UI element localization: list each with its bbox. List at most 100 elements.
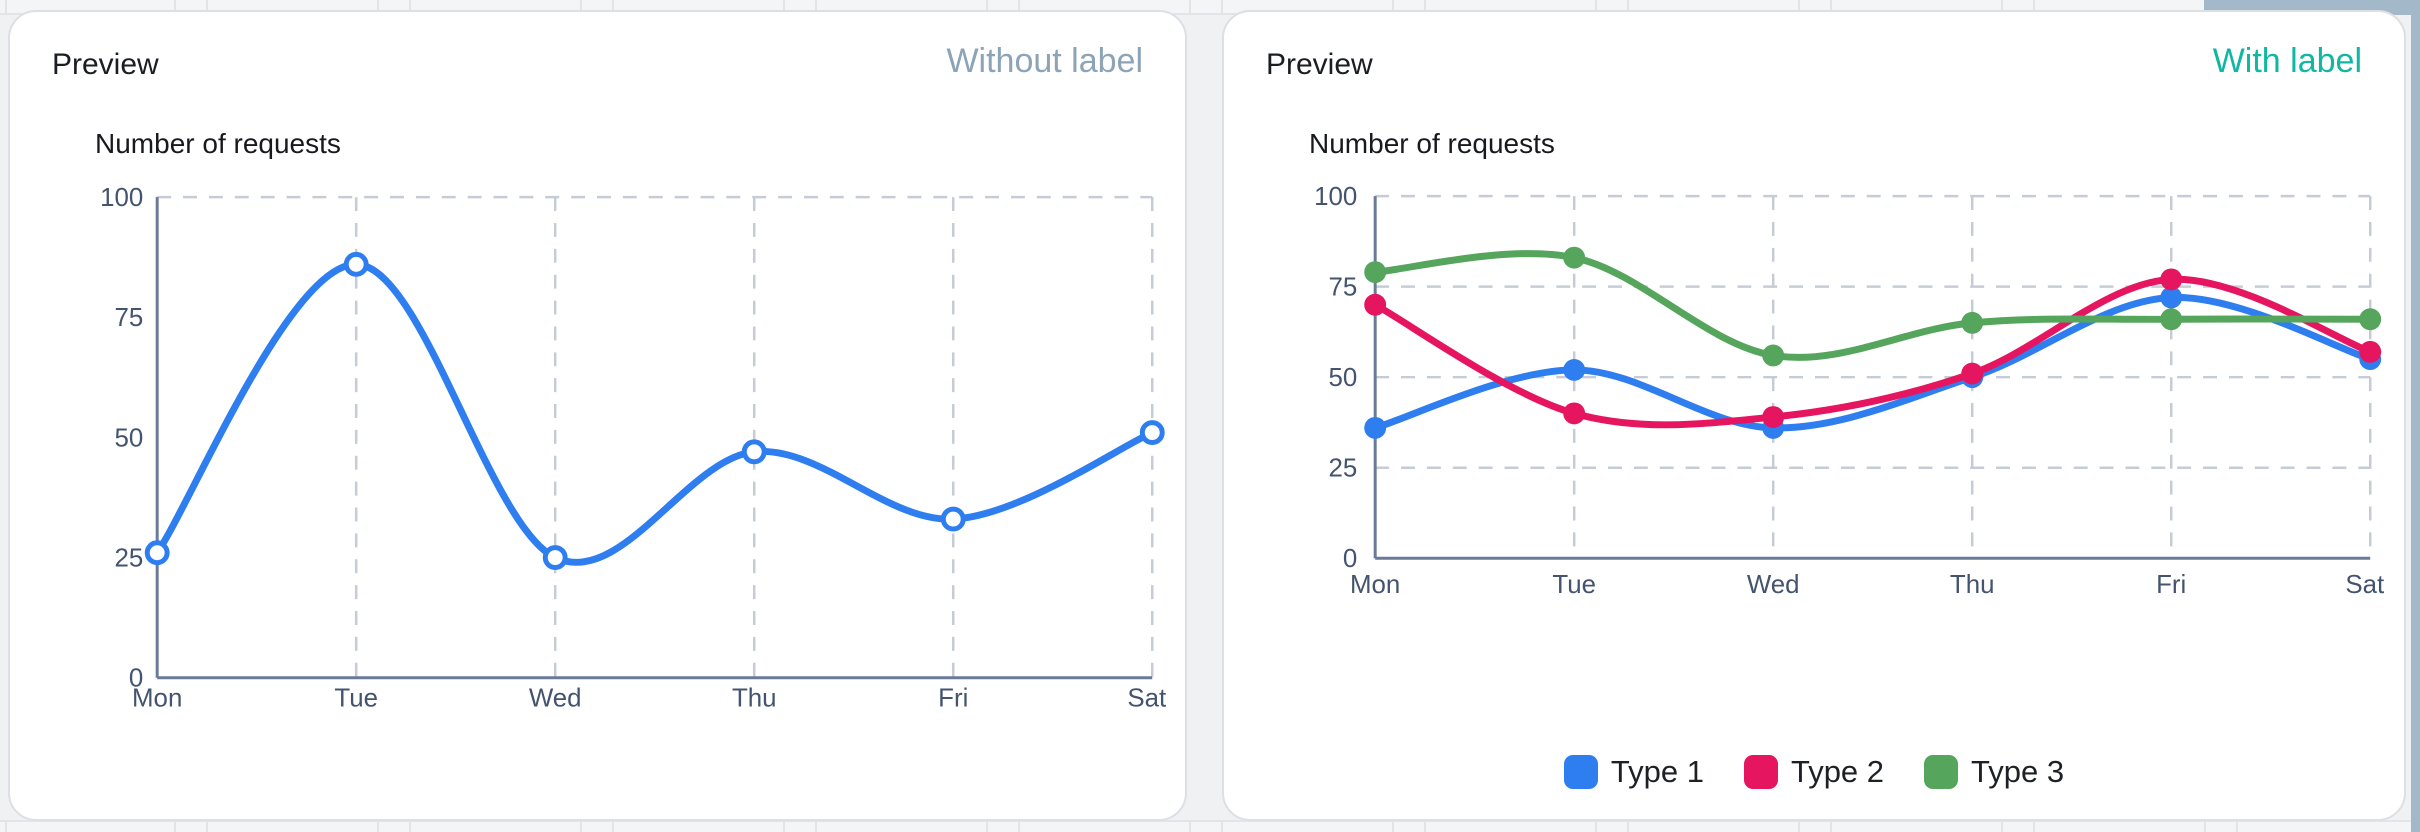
- background-grid-line: [1424, 822, 1426, 832]
- legend-item-type-3[interactable]: Type 3: [1924, 754, 2064, 790]
- background-grid-line: [206, 822, 208, 832]
- data-point[interactable]: [1762, 406, 1785, 428]
- background-grid-line: [377, 0, 379, 13]
- background-grid-bottom: [0, 820, 2420, 832]
- background-grid-line: [1189, 0, 1191, 13]
- background-grid-line: [1392, 0, 1394, 13]
- y-tick-label: 25: [1328, 455, 1357, 483]
- data-point[interactable]: [542, 545, 568, 570]
- preview-card-with-label: Preview With label Number of requests 0 2…: [1222, 10, 2406, 821]
- x-tick-label: Mon: [132, 685, 182, 713]
- chart-legend: Type 1 Type 2 Type 3: [1224, 754, 2404, 790]
- background-grid-line: [815, 822, 817, 832]
- data-point[interactable]: [1762, 344, 1785, 367]
- background-grid-line: [2001, 822, 2003, 832]
- background-grid-line: [174, 0, 176, 13]
- variant-tag-with-label: With label: [2212, 42, 2362, 80]
- data-point[interactable]: [2160, 268, 2183, 291]
- background-grid-line: [815, 0, 817, 13]
- background-grid-line: [1221, 0, 1223, 13]
- background-grid-line: [612, 0, 614, 13]
- data-point[interactable]: [1961, 311, 1984, 334]
- data-point[interactable]: [741, 439, 767, 465]
- legend-label: Type 1: [1610, 754, 1704, 789]
- background-grid-line: [783, 0, 785, 13]
- background-grid-line: [1830, 822, 1832, 832]
- background-grid-line: [1018, 0, 1020, 13]
- data-point[interactable]: [2160, 286, 2183, 309]
- background-grid-line: [783, 822, 785, 832]
- background-grid-line: [2001, 0, 2003, 13]
- data-point[interactable]: [2160, 308, 2183, 331]
- chart-title: Number of requests: [95, 128, 341, 159]
- data-point[interactable]: [1364, 261, 1387, 284]
- series-line-type-2: [1371, 275, 2374, 429]
- series-line-type-3: [1371, 250, 2374, 361]
- background-grid-line: [206, 0, 208, 13]
- data-point[interactable]: [1364, 293, 1387, 316]
- x-tick-label: Sat: [2345, 571, 2384, 599]
- background-grid-line: [409, 0, 411, 13]
- line-chart-with-label[interactable]: 0 25 50 75 100 Mon Tue Wed Thu Fri Sat: [1224, 12, 2404, 819]
- background-grid-line: [1595, 822, 1597, 832]
- background-grid-line: [1595, 0, 1597, 13]
- background-grid-line: [580, 822, 582, 832]
- x-tick-label: Mon: [1350, 571, 1400, 599]
- legend-label: Type 2: [1790, 754, 1885, 789]
- background-grid-line: [174, 822, 176, 832]
- y-tick-label: 100: [1314, 183, 1357, 211]
- legend-item-type-2[interactable]: Type 2: [1743, 754, 1885, 790]
- background-grid-line: [986, 0, 988, 13]
- background-grid-line: [1018, 822, 1020, 832]
- data-point[interactable]: [940, 506, 966, 532]
- background-grid-line: [1798, 822, 1800, 832]
- background-grid-line: [2033, 0, 2035, 13]
- preview-card-title: Preview: [1266, 48, 1373, 81]
- background-grid-line: [2033, 822, 2035, 832]
- legend-color-chip: [1924, 755, 1959, 789]
- x-tick-label: Thu: [732, 685, 777, 713]
- background-grid-line: [1221, 822, 1223, 832]
- background-grid-line: [612, 822, 614, 832]
- y-tick-label: 50: [114, 424, 143, 452]
- series-line-requests: [153, 260, 1156, 566]
- preview-card-title: Preview: [52, 48, 159, 81]
- data-point[interactable]: [1139, 420, 1165, 446]
- legend-item-type-1[interactable]: Type 1: [1563, 754, 1704, 790]
- background-grid-line: [1627, 0, 1629, 13]
- x-tick-label: Fri: [2156, 571, 2186, 599]
- y-tick-label: 0: [1343, 545, 1357, 573]
- legend-color-chip: [1743, 755, 1778, 789]
- data-point[interactable]: [144, 540, 170, 566]
- data-point[interactable]: [2359, 308, 2382, 331]
- background-grid-line: [409, 822, 411, 832]
- data-point[interactable]: [1563, 359, 1586, 381]
- y-tick-label: 75: [114, 304, 143, 332]
- legend-color-chip: [1563, 755, 1598, 789]
- data-point[interactable]: [1563, 402, 1586, 425]
- preview-card-without-label: Preview Without label Number of requests…: [8, 10, 1187, 821]
- series-line-type-1: [1371, 294, 2374, 432]
- background-grid-line: [1830, 0, 1832, 13]
- data-point[interactable]: [1364, 416, 1387, 439]
- x-tick-label: Sat: [1127, 685, 1166, 713]
- background-grid-line: [1189, 822, 1191, 832]
- x-tick-label: Wed: [529, 685, 582, 713]
- background-grid-line: [2236, 822, 2238, 832]
- data-point[interactable]: [1563, 246, 1586, 269]
- data-point[interactable]: [2359, 340, 2382, 363]
- background-grid-line: [5, 0, 7, 13]
- y-tick-label: 50: [1328, 364, 1357, 392]
- x-tick-label: Tue: [1552, 571, 1596, 599]
- chart-title: Number of requests: [1309, 128, 1555, 159]
- data-point[interactable]: [343, 251, 369, 277]
- line-chart-without-label[interactable]: 0 25 50 75 100 Mon Tue Wed Thu Fri Sat: [10, 12, 1185, 819]
- y-tick-label: 25: [114, 545, 143, 573]
- background-grid-line: [2204, 822, 2206, 832]
- variant-tag-without-label: Without label: [946, 42, 1143, 80]
- background-grid-line: [580, 0, 582, 13]
- x-tick-label: Tue: [334, 685, 378, 713]
- data-point[interactable]: [1961, 362, 1984, 385]
- background-grid-line: [1798, 0, 1800, 13]
